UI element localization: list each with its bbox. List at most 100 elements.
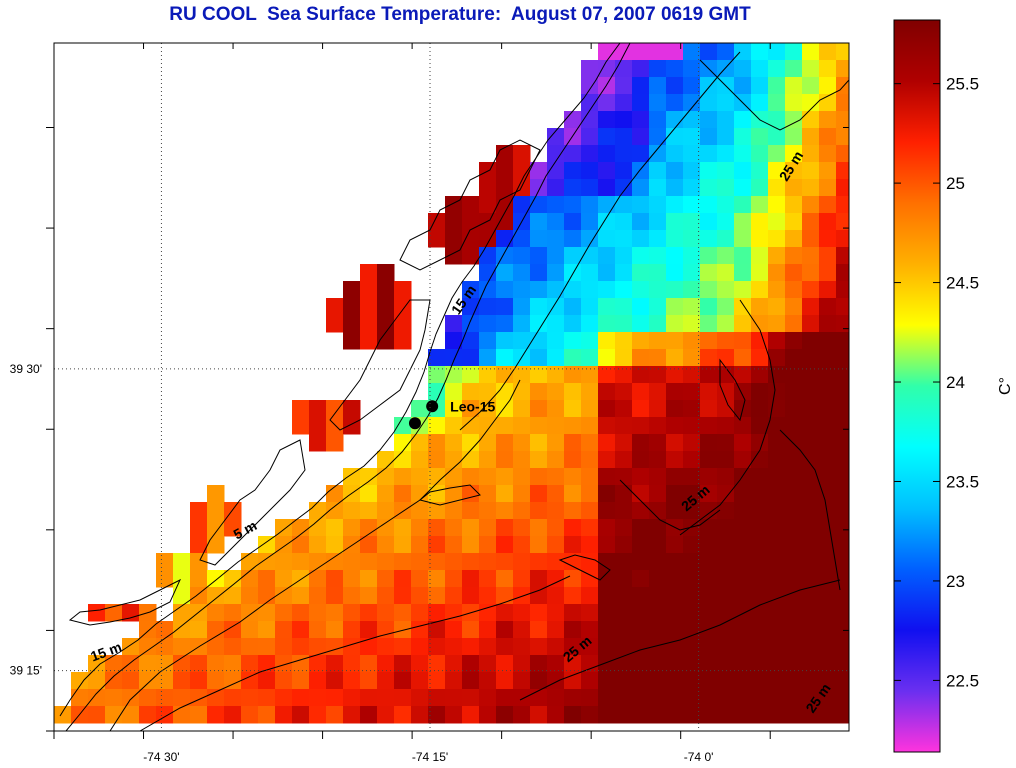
sst-cell bbox=[649, 400, 667, 418]
sst-cell bbox=[530, 213, 548, 231]
sst-cell bbox=[564, 570, 582, 588]
sst-cell bbox=[224, 689, 242, 707]
sst-cell bbox=[734, 43, 752, 61]
sst-cell bbox=[802, 162, 820, 180]
sst-cell bbox=[734, 332, 752, 350]
sst-cell bbox=[666, 179, 684, 197]
sst-cell bbox=[190, 570, 208, 588]
sst-cell bbox=[598, 162, 616, 180]
sst-cell bbox=[802, 485, 820, 503]
sst-cell bbox=[360, 553, 378, 571]
sst-cell bbox=[802, 60, 820, 78]
sst-cell bbox=[751, 502, 769, 520]
sst-cell bbox=[88, 655, 106, 673]
sst-cell bbox=[802, 672, 820, 690]
sst-cell bbox=[819, 553, 837, 571]
sst-cell bbox=[547, 349, 565, 367]
coastline bbox=[65, 43, 631, 731]
sst-cell bbox=[207, 604, 225, 622]
sst-cell bbox=[768, 196, 786, 214]
sst-cell bbox=[564, 621, 582, 639]
sst-cell bbox=[836, 434, 849, 452]
sst-cell bbox=[802, 94, 820, 112]
sst-cell bbox=[428, 468, 446, 486]
sst-cell bbox=[785, 179, 803, 197]
sst-cell bbox=[785, 247, 803, 265]
sst-cell bbox=[547, 638, 565, 656]
sst-cell bbox=[462, 383, 480, 401]
sst-cell bbox=[598, 264, 616, 282]
sst-cell bbox=[156, 553, 174, 571]
sst-cell bbox=[819, 196, 837, 214]
sst-cell bbox=[649, 485, 667, 503]
sst-cell bbox=[343, 315, 361, 333]
sst-cell bbox=[632, 536, 650, 554]
sst-cell bbox=[513, 553, 531, 571]
sst-cell bbox=[394, 315, 412, 333]
sst-cell bbox=[479, 689, 497, 707]
sst-cell bbox=[139, 638, 157, 656]
sst-cell bbox=[309, 672, 327, 690]
sst-cell bbox=[785, 400, 803, 418]
sst-cell bbox=[530, 485, 548, 503]
sst-cell bbox=[615, 332, 633, 350]
sst-cell bbox=[411, 451, 429, 469]
sst-cell bbox=[564, 383, 582, 401]
sst-cell bbox=[343, 655, 361, 673]
sst-cell bbox=[377, 689, 395, 707]
sst-cell bbox=[768, 451, 786, 469]
sst-cell bbox=[751, 145, 769, 163]
sst-cell bbox=[802, 145, 820, 163]
sst-cell bbox=[326, 638, 344, 656]
sst-cell bbox=[836, 111, 849, 129]
sst-cell bbox=[326, 519, 344, 537]
sst-cell bbox=[224, 621, 242, 639]
sst-cell bbox=[360, 519, 378, 537]
sst-cell bbox=[258, 689, 276, 707]
sst-cell bbox=[564, 706, 582, 724]
sst-cell bbox=[598, 196, 616, 214]
sst-cell bbox=[564, 213, 582, 231]
sst-cell bbox=[751, 570, 769, 588]
sst-cell bbox=[377, 281, 395, 299]
sst-cell bbox=[224, 706, 242, 724]
sst-cell bbox=[785, 298, 803, 316]
sst-cell bbox=[768, 213, 786, 231]
sst-cell bbox=[632, 672, 650, 690]
sst-cell bbox=[700, 570, 718, 588]
stations: Leo-15 bbox=[408, 398, 496, 430]
sst-cell bbox=[581, 689, 599, 707]
sst-cell bbox=[632, 77, 650, 95]
sst-cell bbox=[683, 570, 701, 588]
sst-cell bbox=[768, 536, 786, 554]
sst-cell bbox=[326, 604, 344, 622]
sst-cell bbox=[496, 417, 514, 435]
sst-cell bbox=[530, 349, 548, 367]
sst-cell bbox=[802, 655, 820, 673]
sst-cell bbox=[802, 434, 820, 452]
sst-cell bbox=[615, 349, 633, 367]
sst-cell bbox=[700, 332, 718, 350]
sst-cell bbox=[224, 519, 242, 537]
sst-cell bbox=[632, 706, 650, 724]
sst-cell bbox=[156, 655, 174, 673]
sst-cell bbox=[649, 689, 667, 707]
sst-cell bbox=[751, 77, 769, 95]
sst-cell bbox=[394, 281, 412, 299]
sst-cell bbox=[717, 417, 735, 435]
colorbar-tick-label: 25.5 bbox=[946, 75, 979, 94]
sst-cell bbox=[156, 570, 174, 588]
sst-cell bbox=[547, 689, 565, 707]
sst-cell bbox=[479, 536, 497, 554]
sst-cell bbox=[581, 179, 599, 197]
sst-cell bbox=[394, 298, 412, 316]
sst-cell bbox=[717, 570, 735, 588]
sst-cell bbox=[496, 468, 514, 486]
sst-cell bbox=[717, 519, 735, 537]
sst-cell bbox=[632, 349, 650, 367]
isobath-25m bbox=[619, 479, 721, 531]
sst-cell bbox=[649, 145, 667, 163]
sst-cell bbox=[598, 485, 616, 503]
sst-cell bbox=[530, 264, 548, 282]
sst-cell bbox=[802, 332, 820, 350]
